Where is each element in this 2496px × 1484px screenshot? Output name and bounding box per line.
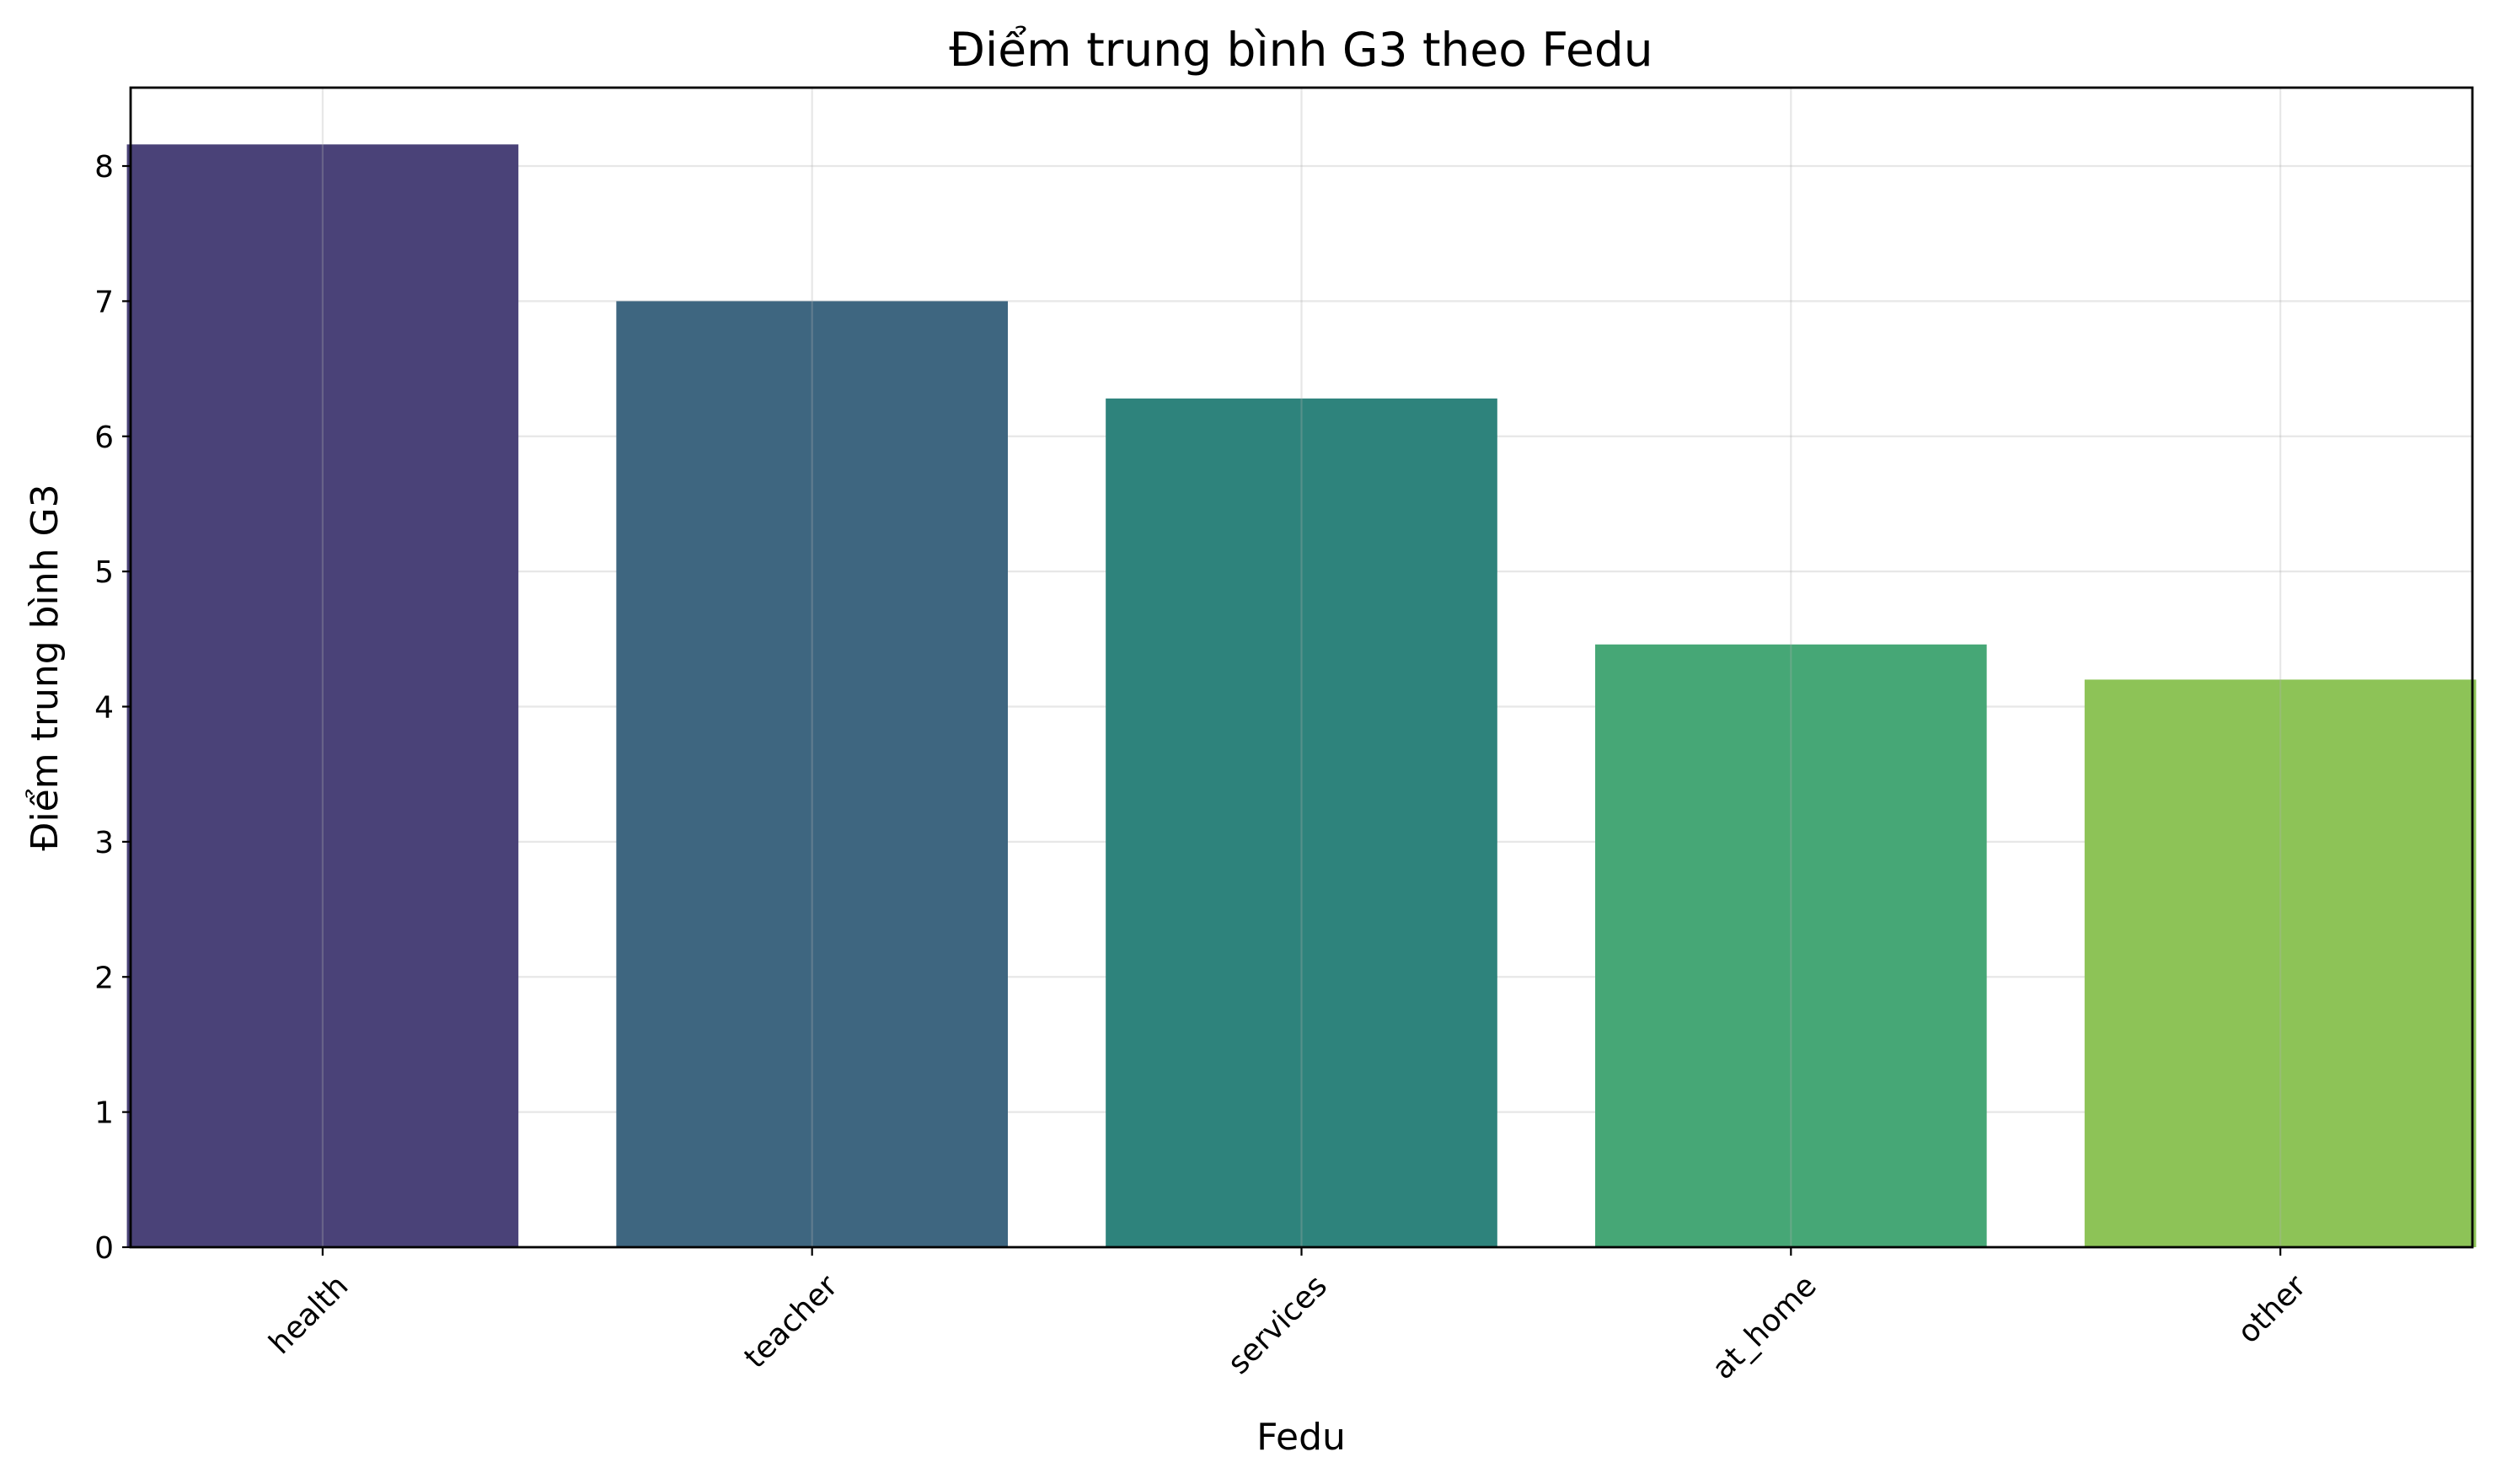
bar-at-home [1594,644,1987,1247]
chart-title: Điểm trung bình G3 theo Fedu [949,23,1652,77]
y-tick-label: 3 [94,826,114,860]
y-tick-label: 1 [94,1096,114,1131]
y-axis-ticks: 0 1 2 3 4 5 6 7 8 [94,150,131,1266]
x-axis-label: Fedu [1256,1416,1346,1459]
bar-teacher [616,301,1009,1247]
bar-services [1106,398,1497,1248]
y-tick-label: 8 [94,150,114,185]
y-tick-label: 5 [94,555,114,590]
y-tick-label: 6 [94,421,114,455]
y-tick-label: 2 [94,961,114,995]
bars [126,144,2477,1248]
bar-other [2084,679,2477,1247]
bar-health [126,144,519,1247]
y-axis-label: Điểm trung bình G3 [24,484,67,850]
y-tick-label: 4 [94,691,114,726]
y-tick-label: 7 [94,285,114,319]
grid-lines-overlay [321,88,2282,1247]
y-tick-label: 0 [94,1231,114,1266]
